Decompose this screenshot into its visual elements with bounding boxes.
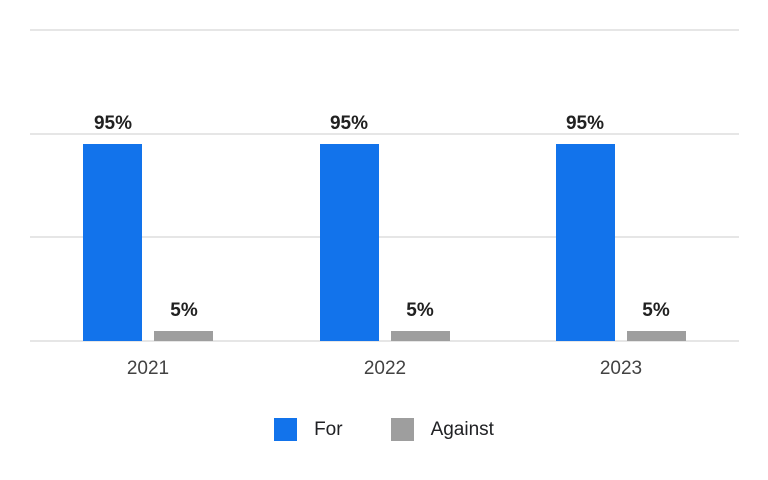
legend-swatch-against-icon <box>390 418 414 441</box>
legend-swatch-for-icon <box>274 418 298 441</box>
gridline <box>30 340 739 342</box>
bar-against-2022[interactable] <box>391 331 450 341</box>
value-label-against-2022: 5% <box>406 300 434 321</box>
bar-for-2022[interactable] <box>320 144 379 341</box>
gridline <box>30 236 739 238</box>
gridline <box>30 133 739 135</box>
value-label-against-2023: 5% <box>642 300 670 321</box>
category-label-2023: 2023 <box>599 358 643 379</box>
category-label-2022: 2022 <box>363 358 407 379</box>
legend-item-against[interactable]: Against <box>390 418 494 441</box>
legend-item-for[interactable]: For <box>274 418 343 441</box>
category-label-2021: 2021 <box>126 358 170 379</box>
bar-for-2023[interactable] <box>556 144 615 341</box>
legend-label-against: Against <box>430 418 494 440</box>
bar-against-2023[interactable] <box>627 331 686 341</box>
value-label-for-2022: 95% <box>329 113 369 134</box>
bar-against-2021[interactable] <box>154 331 213 341</box>
value-label-against-2021: 5% <box>170 300 198 321</box>
legend-label-for: For <box>314 418 343 440</box>
value-label-for-2023: 95% <box>565 113 605 134</box>
value-label-for-2021: 95% <box>93 113 133 134</box>
gridline <box>30 29 739 31</box>
bar-for-2021[interactable] <box>83 144 142 341</box>
legend: For Against <box>0 418 768 441</box>
